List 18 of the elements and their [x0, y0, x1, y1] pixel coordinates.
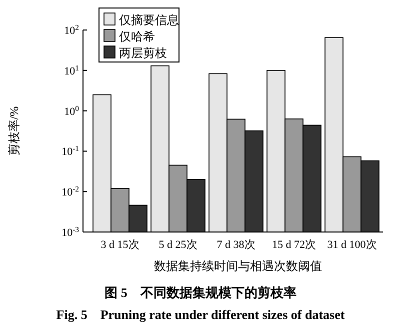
- x-tick-label: 3 d 15次: [100, 239, 140, 251]
- legend-label: 两层剪枝: [119, 46, 167, 60]
- y-tick-label: 10$^{-1}$: [62, 144, 80, 158]
- y-tick-label: 10$^{-2}$: [62, 184, 80, 199]
- text: 图 5 不同数据集规模下的剪枝率: [104, 285, 296, 300]
- x-tick-label: 5 d 25次: [158, 239, 198, 251]
- x-tick-label: 15 d 72次: [272, 239, 316, 251]
- x-axis-title: 数据集持续时间与相遇次数阈值: [154, 259, 322, 273]
- y-tick-label: 10$^{0}$: [64, 103, 80, 118]
- text: Fig. 5 Pruning rate under different sizes of dataset: [56, 307, 346, 322]
- legend-label: 仅哈希: [119, 30, 155, 44]
- y-axis-title: 剪枝率/%: [7, 106, 21, 156]
- x-tick-label: 7 d 38次: [216, 239, 256, 251]
- y-tick-label: 10$^{-3}$: [62, 224, 80, 239]
- x-tick-label: 31 d 100次: [327, 239, 377, 251]
- legend-label: 仅摘要信息: [119, 13, 179, 27]
- y-tick-label: 10$^{2}$: [64, 22, 80, 37]
- y-tick-label: 10$^{1}$: [64, 62, 80, 78]
